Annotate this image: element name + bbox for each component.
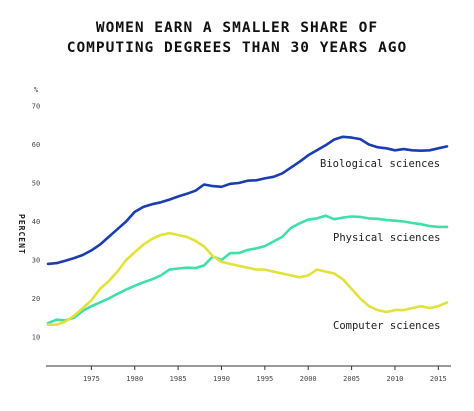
x-tick-label: 1995	[256, 375, 273, 383]
series-label-physical-sciences: Physical sciences	[333, 232, 440, 244]
chart-title-line-1: WOMEN EARN A SMALLER SHARE OF	[95, 20, 379, 36]
y-tick-label: 30	[32, 257, 40, 265]
y-tick-label: 60	[32, 141, 40, 149]
x-tick-label: 1980	[126, 375, 143, 383]
x-tick-label: 1985	[170, 375, 187, 383]
x-tick-label: 2000	[300, 375, 317, 383]
chart-title: WOMEN EARN A SMALLER SHARE OF COMPUTING …	[0, 18, 474, 58]
chart-title-line-2: COMPUTING DEGREES THAN 30 YEARS AGO	[66, 40, 408, 56]
y-tick-label: 70	[32, 103, 40, 111]
y-tick-label: 40	[32, 218, 40, 226]
y-axis-unit: %	[34, 86, 39, 94]
x-tick-label: 1990	[213, 375, 230, 383]
x-tick-label: 2005	[343, 375, 360, 383]
series-line-computer-sciences	[46, 231, 449, 327]
series-line-physical-sciences	[46, 214, 449, 325]
y-tick-label: 20	[32, 295, 40, 303]
x-tick-label: 1975	[83, 375, 100, 383]
y-tick-label: 10	[32, 334, 40, 342]
series-line-biological-sciences	[46, 135, 449, 266]
y-tick-label: 50	[32, 180, 40, 188]
x-tick-label: 2015	[430, 375, 447, 383]
x-tick-label: 2010	[387, 375, 404, 383]
series-label-biological-sciences: Biological sciences	[320, 158, 440, 170]
series-label-computer-sciences: Computer sciences	[333, 320, 440, 332]
